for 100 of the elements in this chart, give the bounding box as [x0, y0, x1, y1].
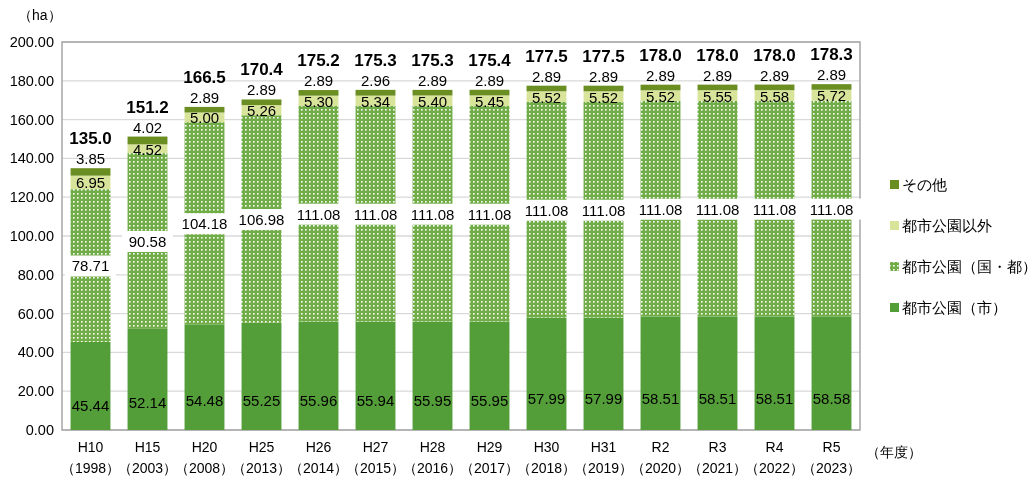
- data-label: 55.25: [242, 391, 281, 409]
- y-tick-label: 160.00: [9, 111, 54, 128]
- data-label: 104.18: [181, 215, 228, 233]
- total-label: 175.2: [297, 51, 340, 71]
- data-label: 2.89: [702, 66, 733, 84]
- bar: [298, 90, 339, 96]
- data-label: 2.89: [759, 66, 790, 84]
- bar: [583, 317, 624, 430]
- data-label: 90.58: [128, 232, 167, 250]
- data-label: 57.99: [584, 390, 623, 408]
- data-label: 2.89: [417, 71, 448, 89]
- data-label: 5.00: [189, 109, 220, 127]
- data-label: 3.85: [75, 150, 106, 168]
- data-label: 2.89: [588, 67, 619, 85]
- y-tick-label: 120.00: [9, 189, 54, 206]
- data-label: 5.40: [417, 92, 448, 110]
- data-label: 111.08: [410, 205, 455, 223]
- total-label: 151.2: [126, 97, 169, 117]
- y-tick-label: 0.00: [25, 422, 54, 438]
- data-label: 2.89: [246, 81, 277, 99]
- data-label: 2.89: [531, 67, 562, 85]
- data-label: 5.52: [531, 88, 562, 106]
- data-label: 111.08: [467, 205, 512, 223]
- data-label: 111.08: [353, 205, 398, 223]
- data-label: 5.34: [360, 92, 391, 110]
- data-label: 52.14: [128, 393, 167, 411]
- data-label: 111.08: [581, 201, 626, 219]
- total-label: 175.3: [411, 50, 454, 70]
- data-label: 111.08: [752, 200, 797, 218]
- data-label: 5.26: [246, 102, 277, 120]
- data-label: 106.98: [238, 211, 285, 229]
- data-label: 2.89: [303, 72, 334, 90]
- bar: [811, 316, 852, 430]
- data-label: 111.08: [638, 200, 683, 218]
- data-label: 5.55: [702, 87, 733, 105]
- bar: [526, 317, 567, 430]
- total-label: 178.0: [696, 45, 739, 65]
- y-tick-label: 200.00: [9, 34, 54, 50]
- data-label: 5.52: [645, 87, 676, 105]
- data-label: 55.96: [299, 391, 338, 409]
- y-tick-label: 80.00: [17, 266, 54, 283]
- data-label: 111.08: [695, 200, 740, 218]
- bar: [184, 324, 225, 430]
- bar: [241, 322, 282, 430]
- bar: [70, 168, 111, 176]
- data-label: 5.30: [303, 92, 334, 110]
- total-label: 175.4: [468, 50, 512, 70]
- data-label: 58.58: [812, 390, 851, 408]
- data-label: 45.44: [71, 397, 110, 415]
- data-label: 5.58: [759, 87, 790, 105]
- total-label: 177.5: [525, 46, 568, 66]
- data-label: 4.02: [132, 118, 163, 136]
- data-label: 5.52: [588, 88, 619, 106]
- data-label: 55.95: [413, 391, 452, 409]
- x-axis-title: （年度）: [866, 444, 922, 460]
- legend-label: その他: [902, 176, 947, 193]
- data-label: 2.89: [645, 66, 676, 84]
- legend-label: 都市公園以外: [902, 217, 992, 234]
- data-label: 58.51: [641, 390, 680, 408]
- data-label: 55.94: [356, 391, 395, 409]
- y-tick-label: 140.00: [9, 150, 54, 167]
- total-label: 178.0: [639, 45, 682, 65]
- total-label: 135.0: [69, 129, 112, 149]
- bar: [298, 321, 339, 430]
- y-tick-label: 60.00: [17, 305, 54, 322]
- data-label: 6.95: [75, 174, 106, 192]
- bar: [754, 316, 795, 430]
- total-label: 177.5: [582, 46, 625, 66]
- data-label: 57.99: [527, 390, 566, 408]
- bar: [412, 321, 453, 430]
- y-tick-label: 20.00: [17, 383, 54, 400]
- data-label: 111.08: [809, 200, 854, 218]
- data-label: 5.45: [474, 92, 505, 110]
- total-label: 175.3: [354, 50, 397, 70]
- bar: [355, 321, 396, 430]
- data-label: 2.89: [189, 88, 220, 106]
- total-label: 170.4: [240, 60, 284, 80]
- y-tick-label: 40.00: [17, 344, 54, 361]
- y-tick-label: 100.00: [9, 228, 54, 244]
- bar: [70, 341, 111, 430]
- legend-label: 都市公園（市）: [902, 299, 1007, 316]
- bar: [811, 84, 852, 90]
- bar: [469, 321, 510, 430]
- data-label: 2.96: [360, 71, 391, 89]
- data-label: 2.89: [816, 66, 847, 84]
- bar: [127, 328, 168, 430]
- data-label: 111.08: [524, 201, 569, 219]
- data-label: 111.08: [296, 205, 341, 223]
- data-label: 78.71: [71, 257, 110, 275]
- bar: [355, 89, 396, 96]
- data-label: 58.51: [698, 390, 737, 408]
- data-label: 4.52: [132, 140, 163, 158]
- data-label: 5.72: [816, 87, 847, 105]
- total-label: 166.5: [183, 67, 226, 87]
- data-label: 54.48: [185, 392, 224, 410]
- y-axis-title: （ha）: [18, 7, 62, 23]
- y-tick-label: 180.00: [9, 72, 54, 89]
- total-label: 178.3: [810, 45, 853, 65]
- data-label: 55.95: [470, 391, 509, 409]
- data-label: 58.51: [755, 390, 794, 408]
